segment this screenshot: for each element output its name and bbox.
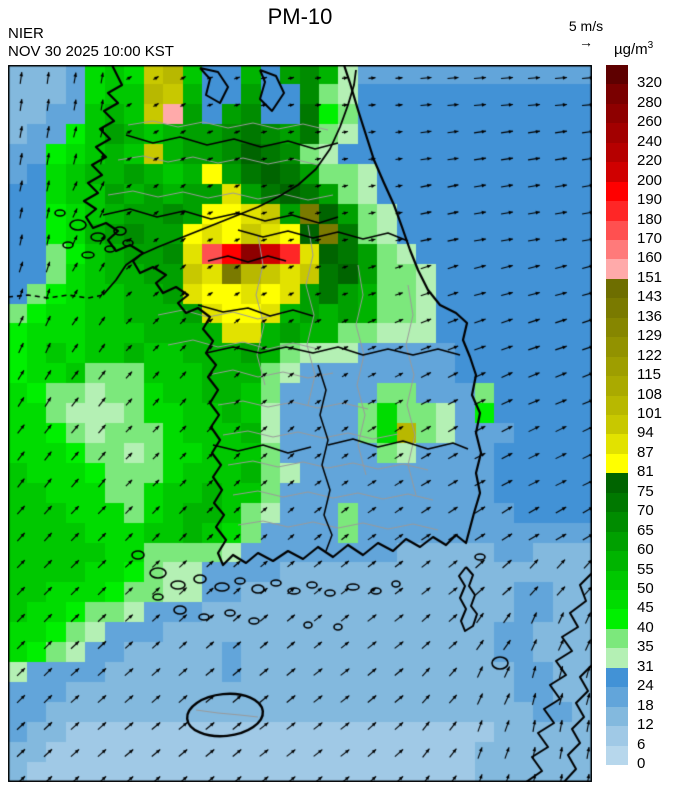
colorbar-tick-label: 45 xyxy=(637,599,654,617)
colorbar-segment xyxy=(606,590,628,610)
colorbar-segment xyxy=(606,667,628,688)
colorbar-segment xyxy=(606,531,628,552)
colorbar-segment xyxy=(606,473,628,494)
colorbar-segment xyxy=(606,84,628,105)
agency-label: NIER xyxy=(8,25,44,42)
colorbar-segment xyxy=(606,220,628,241)
colorbar-segment xyxy=(606,162,628,183)
pm10-concentration-map xyxy=(8,65,592,782)
colorbar-segment xyxy=(606,298,628,319)
colorbar-tick-label: 35 xyxy=(637,638,654,656)
colorbar-tick-label: 129 xyxy=(637,327,663,345)
colorbar-tick-label: 87 xyxy=(637,443,654,461)
colorbar-tick-label: 200 xyxy=(637,171,663,189)
colorbar-tick-label: 151 xyxy=(637,268,663,286)
colorbar-tick-label: 160 xyxy=(637,249,663,267)
colorbar-segment xyxy=(606,142,628,163)
colorbar-tick-label: 108 xyxy=(637,385,663,403)
colorbar: 320 280 260 240 220 200 190 180 170 160 151 143 136 1… xyxy=(606,65,673,775)
colorbar-tick-label: 50 xyxy=(637,580,654,597)
colorbar-tick-label: 31 xyxy=(637,657,654,675)
timestamp-label: NOV 30 2025 10:00 KST xyxy=(8,43,174,60)
colorbar-segment xyxy=(606,356,628,377)
colorbar-segment xyxy=(606,609,628,630)
colorbar-tick-label: 101 xyxy=(637,405,663,422)
colorbar-segment xyxy=(606,201,628,222)
colorbar-tick-label: 122 xyxy=(637,346,663,364)
colorbar-segment xyxy=(606,726,628,747)
colorbar-segment xyxy=(606,317,628,338)
colorbar-tick-label: 65 xyxy=(637,521,654,539)
colorbar-tick-label: 320 xyxy=(637,74,663,92)
colorbar-segment xyxy=(606,415,628,435)
colorbar-segment xyxy=(606,65,628,85)
unit-base: µg/m xyxy=(614,41,648,58)
colorbar-segment xyxy=(606,492,628,513)
colorbar-segment xyxy=(606,706,628,727)
wind-scale-legend: 5 m/s → xyxy=(556,19,616,49)
colorbar-segment xyxy=(606,395,628,416)
colorbar-tick-label: 260 xyxy=(637,113,663,131)
colorbar-segment xyxy=(606,103,628,124)
colorbar-tick-label: 81 xyxy=(637,463,654,481)
colorbar-segment xyxy=(606,628,628,649)
colorbar-tick-label: 55 xyxy=(637,560,654,578)
colorbar-segment xyxy=(606,687,628,708)
colorbar-segment xyxy=(606,434,628,455)
colorbar-tick-label: 40 xyxy=(637,618,654,636)
colorbar-segment xyxy=(606,570,628,591)
colorbar-tick-label: 115 xyxy=(637,366,661,384)
colorbar-segment xyxy=(606,278,628,299)
colorbar-tick-label: 0 xyxy=(637,755,646,772)
colorbar-segment xyxy=(606,376,628,397)
wind-reference-arrow-icon: → xyxy=(579,34,593,50)
colorbar-segment xyxy=(606,240,628,260)
colorbar-tick-label: 280 xyxy=(637,93,663,111)
wind-speed-label: 5 m/s xyxy=(568,18,604,34)
colorbar-tick-label: 136 xyxy=(637,307,663,325)
unit-exponent: 3 xyxy=(647,40,654,51)
colorbar-segment xyxy=(606,512,628,533)
colorbar-unit-label: µg/m3 xyxy=(614,40,653,58)
colorbar-tick-label: 75 xyxy=(637,482,654,500)
page-title: PM-10 xyxy=(267,4,333,29)
colorbar-segment xyxy=(606,551,628,572)
colorbar-tick-label: 6 xyxy=(637,735,646,753)
colorbar-tick-label: 170 xyxy=(637,230,663,247)
colorbar-tick-label: 70 xyxy=(637,502,654,520)
colorbar-segment xyxy=(606,745,628,766)
colorbar-tick-label: 60 xyxy=(637,541,654,559)
colorbar-tick-label: 190 xyxy=(637,191,663,209)
colorbar-segment xyxy=(606,648,628,669)
colorbar-tick-label: 24 xyxy=(637,677,654,695)
colorbar-tick-label: 143 xyxy=(637,288,663,306)
colorbar-segment xyxy=(606,453,628,474)
colorbar-tick-label: 12 xyxy=(637,716,654,734)
colorbar-segment xyxy=(606,259,628,280)
colorbar-tick-label: 94 xyxy=(637,424,654,442)
colorbar-segment xyxy=(606,123,628,144)
colorbar-tick-label: 240 xyxy=(637,132,663,150)
colorbar-segment xyxy=(606,337,628,358)
colorbar-tick-label: 220 xyxy=(637,152,663,170)
colorbar-tick-label: 18 xyxy=(637,696,654,714)
colorbar-segment xyxy=(606,181,628,202)
colorbar-tick-label: 180 xyxy=(637,210,663,228)
